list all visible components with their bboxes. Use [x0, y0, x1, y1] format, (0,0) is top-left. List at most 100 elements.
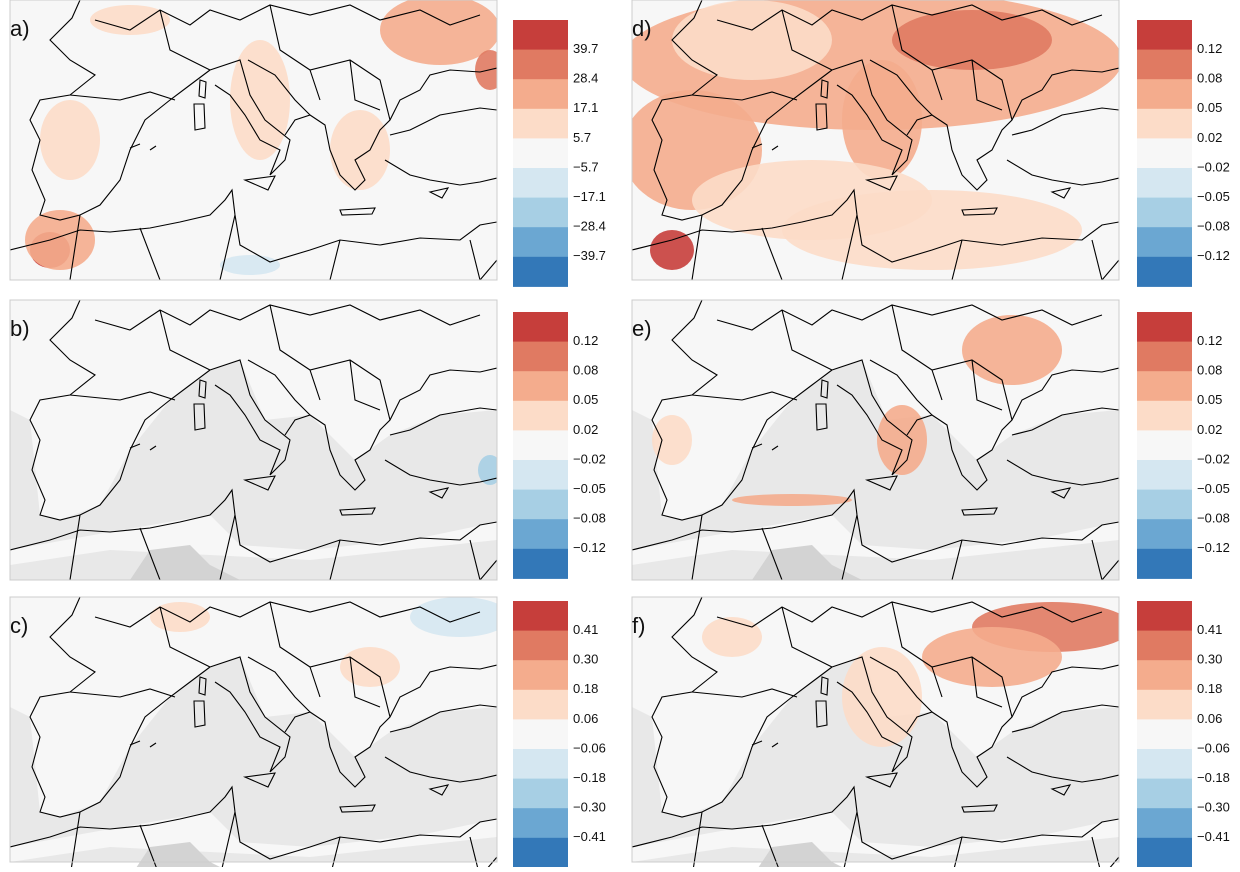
map-content — [632, 300, 1119, 580]
colorbar-label: 0.06 — [1197, 711, 1222, 726]
colorbar-swatch — [513, 601, 568, 632]
colorbar-swatch — [1137, 519, 1192, 550]
colorbar-label: 0.12 — [1197, 333, 1222, 348]
colorbar-swatch — [513, 660, 568, 691]
colorbar-label: −0.41 — [1197, 829, 1230, 844]
map-panel: d) — [631, 0, 1120, 281]
colorbar-label: −0.18 — [573, 770, 606, 785]
colorbar-label: 0.02 — [573, 422, 598, 437]
anomaly — [962, 315, 1062, 385]
colorbar-swatch — [513, 341, 568, 372]
map-content — [10, 0, 497, 280]
colorbar-swatch — [1137, 808, 1192, 839]
colorbar-swatch — [513, 519, 568, 550]
land — [10, 812, 497, 862]
colorbar-swatch — [513, 689, 568, 720]
panel-label: d) — [632, 16, 652, 41]
colorbar-swatch — [1137, 312, 1192, 343]
colorbar-label: −17.1 — [573, 189, 606, 204]
colorbar-swatch — [1137, 689, 1192, 720]
colorbar-label: 0.41 — [1197, 622, 1222, 637]
colorbar-swatch — [1137, 20, 1192, 51]
anomaly — [230, 40, 290, 160]
anomaly — [650, 230, 694, 270]
colorbar-label: −0.18 — [1197, 770, 1230, 785]
land — [10, 300, 497, 520]
map-panel: a) — [9, 0, 498, 281]
colorbar-swatch — [513, 49, 568, 80]
colorbar-label: −0.12 — [573, 540, 606, 555]
anomaly — [842, 60, 922, 180]
desert — [133, 842, 230, 872]
colorbar-swatch — [1137, 460, 1192, 491]
colorbar-swatch — [513, 837, 568, 868]
colorbar-label: −0.02 — [1197, 159, 1230, 174]
colorbar-swatch — [513, 548, 568, 579]
anomaly — [842, 647, 922, 747]
panel-label: a) — [10, 16, 30, 41]
colorbar-swatch — [1137, 548, 1192, 579]
colorbar-label: −0.30 — [1197, 800, 1230, 815]
colorbar-swatch — [513, 719, 568, 750]
map-content — [632, 0, 1119, 280]
colorbar-label: 0.30 — [573, 652, 598, 667]
panel-label: f) — [632, 613, 645, 638]
colorbar-label: −0.30 — [573, 800, 606, 815]
colorbar-label: 0.02 — [1197, 130, 1222, 145]
colorbar-swatch — [513, 227, 568, 258]
colorbar-swatch — [1137, 49, 1192, 80]
colorbar-label: 0.05 — [573, 392, 598, 407]
anomaly — [892, 10, 1052, 70]
map-content — [10, 300, 497, 580]
colorbar-swatch — [513, 400, 568, 431]
colorbar-label: 0.02 — [1197, 422, 1222, 437]
colorbar-label: −0.08 — [1197, 219, 1230, 234]
colorbar-label: 0.18 — [1197, 681, 1222, 696]
colorbar-swatch — [513, 20, 568, 51]
map-panel: f) — [631, 596, 1120, 872]
colorbar-label: 0.12 — [1197, 41, 1222, 56]
map-frame — [9, 299, 498, 581]
colorbar-label: −0.05 — [573, 481, 606, 496]
colorbar-label: −0.02 — [573, 451, 606, 466]
colorbar-label: −0.05 — [1197, 189, 1230, 204]
colorbar-swatch — [1137, 108, 1192, 139]
anomaly — [732, 494, 852, 506]
colorbar-label: −0.12 — [1197, 248, 1230, 263]
colorbar-swatch — [1137, 256, 1192, 287]
map-frame — [631, 299, 1120, 581]
colorbar-swatch — [1137, 778, 1192, 809]
colorbar-label: −0.05 — [1197, 481, 1230, 496]
anomaly — [478, 455, 497, 485]
colorbar-label: −0.12 — [1197, 540, 1230, 555]
colorbar-swatch — [513, 138, 568, 169]
colorbar-swatch — [513, 197, 568, 228]
colorbar-swatch — [1137, 660, 1192, 691]
colorbar-swatch — [1137, 341, 1192, 372]
colorbar-label: −28.4 — [573, 219, 606, 234]
panel-label: b) — [10, 316, 30, 341]
colorbar-label: 0.05 — [1197, 392, 1222, 407]
colorbar-label: 0.05 — [1197, 100, 1222, 115]
colorbar-label: 5.7 — [573, 130, 591, 145]
anomaly — [672, 0, 832, 80]
colorbar-label: −0.06 — [1197, 740, 1230, 755]
colorbar-swatch — [1137, 400, 1192, 431]
colorbar-swatch — [513, 808, 568, 839]
desert — [130, 545, 240, 580]
colorbar-label: 0.08 — [1197, 71, 1222, 86]
panel-label: c) — [10, 613, 28, 638]
anomaly — [330, 110, 390, 190]
colorbar-label: 28.4 — [573, 71, 598, 86]
colorbar-label: 0.18 — [573, 681, 598, 696]
anomaly — [25, 210, 95, 270]
colorbar-label: −0.08 — [1197, 511, 1230, 526]
panel-label: e) — [632, 316, 652, 341]
colorbar-swatch — [1137, 138, 1192, 169]
colorbar-label: 0.08 — [573, 363, 598, 378]
land — [632, 812, 1119, 862]
colorbar-swatch — [1137, 489, 1192, 520]
map-content — [632, 597, 1119, 872]
map-panel: b) — [9, 299, 498, 581]
land — [10, 515, 497, 565]
